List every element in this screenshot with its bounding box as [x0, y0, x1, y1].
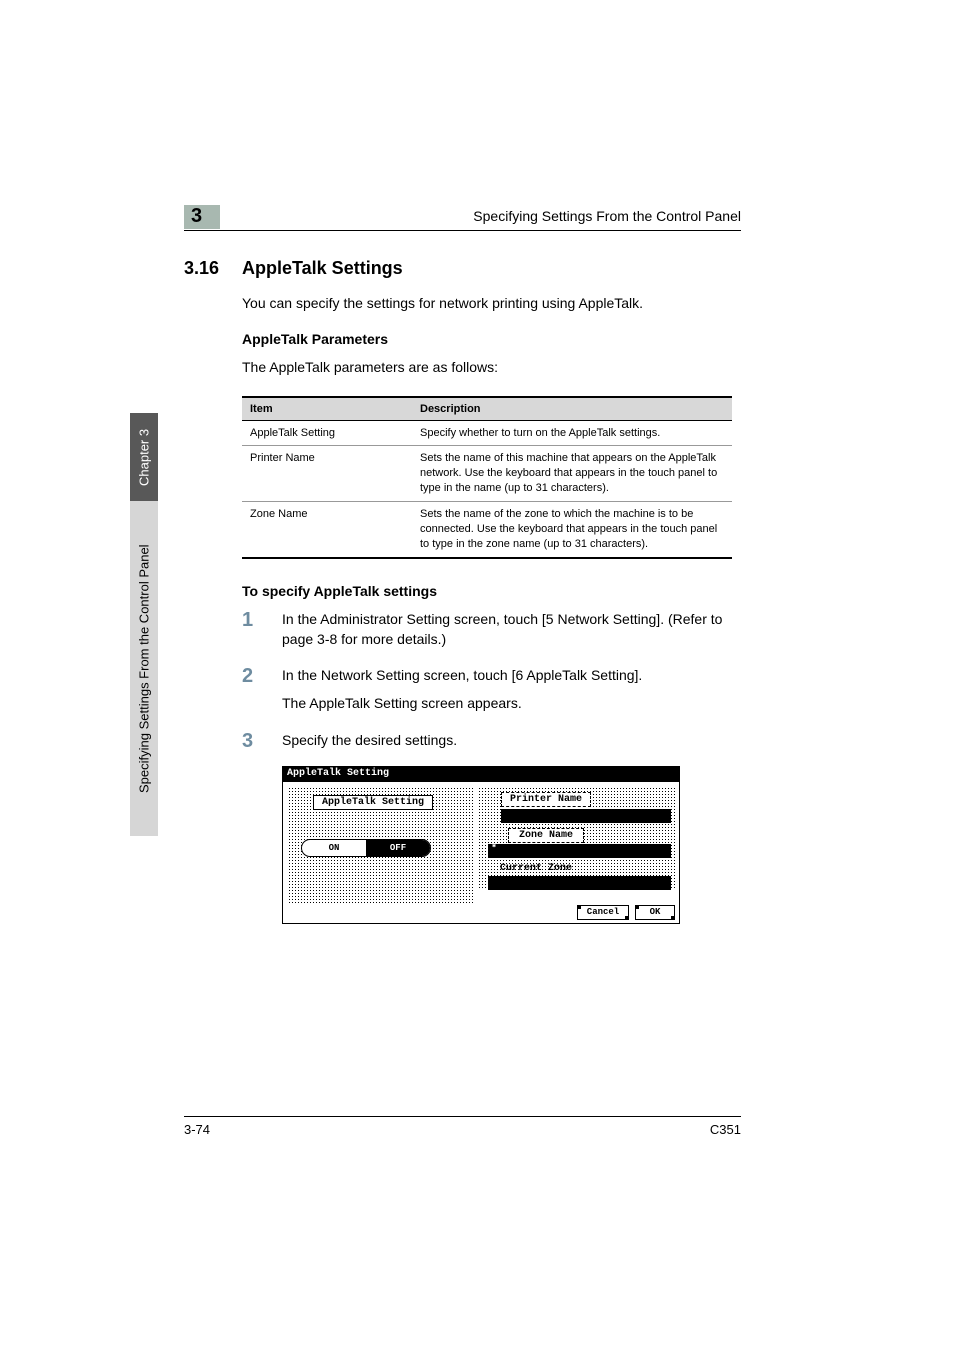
- toggle-off[interactable]: OFF: [366, 840, 430, 856]
- ok-button[interactable]: OK: [635, 905, 675, 920]
- cancel-button[interactable]: Cancel: [577, 905, 629, 920]
- cell-item: AppleTalk Setting: [242, 420, 412, 446]
- param-table: Item Description AppleTalk Setting Speci…: [242, 396, 732, 559]
- footer-page-number: 3-74: [184, 1122, 210, 1137]
- side-tab-title: Specifying Settings From the Control Pan…: [130, 501, 158, 836]
- step-number: 1: [242, 606, 253, 635]
- left-panel-label: AppleTalk Setting: [313, 795, 433, 810]
- step-text: In the Network Setting screen, touch [6 …: [282, 667, 642, 683]
- section-heading: 3.16AppleTalk Settings: [184, 258, 741, 279]
- chapter-number-tab: 3: [184, 205, 220, 229]
- header-rule: [184, 230, 741, 231]
- section-title: AppleTalk Settings: [242, 258, 403, 278]
- page-content: 3.16AppleTalk Settings You can specify t…: [184, 258, 741, 924]
- printer-name-button[interactable]: Printer Name: [501, 792, 591, 807]
- table-header-row: Item Description: [242, 397, 732, 421]
- cell-item: Printer Name: [242, 446, 412, 502]
- step-1: 1 In the Administrator Setting screen, t…: [242, 609, 741, 650]
- on-off-toggle[interactable]: ON OFF: [301, 839, 431, 857]
- th-item: Item: [242, 397, 412, 421]
- cell-desc: Specify whether to turn on the AppleTalk…: [412, 420, 732, 446]
- printer-name-field[interactable]: [501, 809, 671, 823]
- zone-name-value: *: [491, 844, 497, 855]
- table-row: Printer Name Sets the name of this machi…: [242, 446, 732, 502]
- side-tab-chapter: Chapter 3: [130, 413, 158, 501]
- toggle-on[interactable]: ON: [302, 840, 366, 856]
- current-zone-label: Current Zone: [495, 862, 577, 875]
- cell-desc: Sets the name of this machine that appea…: [412, 446, 732, 502]
- step-text: In the Administrator Setting screen, tou…: [282, 611, 722, 647]
- footer-rule: [184, 1116, 741, 1117]
- footer-model: C351: [710, 1122, 741, 1137]
- step-number: 3: [242, 727, 253, 756]
- chapter-number: 3: [191, 205, 202, 228]
- screen-title: AppleTalk Setting: [283, 767, 679, 782]
- zone-name-button[interactable]: Zone Name: [508, 828, 584, 843]
- step-3: 3 Specify the desired settings.: [242, 730, 741, 750]
- cell-desc: Sets the name of the zone to which the m…: [412, 501, 732, 557]
- section-number: 3.16: [184, 258, 242, 279]
- step-text: Specify the desired settings.: [282, 732, 457, 748]
- params-heading: AppleTalk Parameters: [242, 331, 741, 347]
- params-lead: The AppleTalk parameters are as follows:: [242, 357, 741, 377]
- step-number: 2: [242, 662, 253, 691]
- current-zone-field: [488, 876, 671, 890]
- cell-item: Zone Name: [242, 501, 412, 557]
- table-row: Zone Name Sets the name of the zone to w…: [242, 501, 732, 557]
- th-desc: Description: [412, 397, 732, 421]
- appletalk-setting-screen: AppleTalk Setting AppleTalk Setting ON O…: [282, 766, 680, 924]
- step-2: 2 In the Network Setting screen, touch […: [242, 665, 741, 714]
- running-header: Specifying Settings From the Control Pan…: [473, 208, 741, 224]
- section-intro: You can specify the settings for network…: [242, 293, 741, 313]
- step-subtext: The AppleTalk Setting screen appears.: [282, 693, 741, 713]
- zone-name-field[interactable]: [488, 844, 671, 858]
- table-row: AppleTalk Setting Specify whether to tur…: [242, 420, 732, 446]
- procedure-heading: To specify AppleTalk settings: [242, 583, 741, 599]
